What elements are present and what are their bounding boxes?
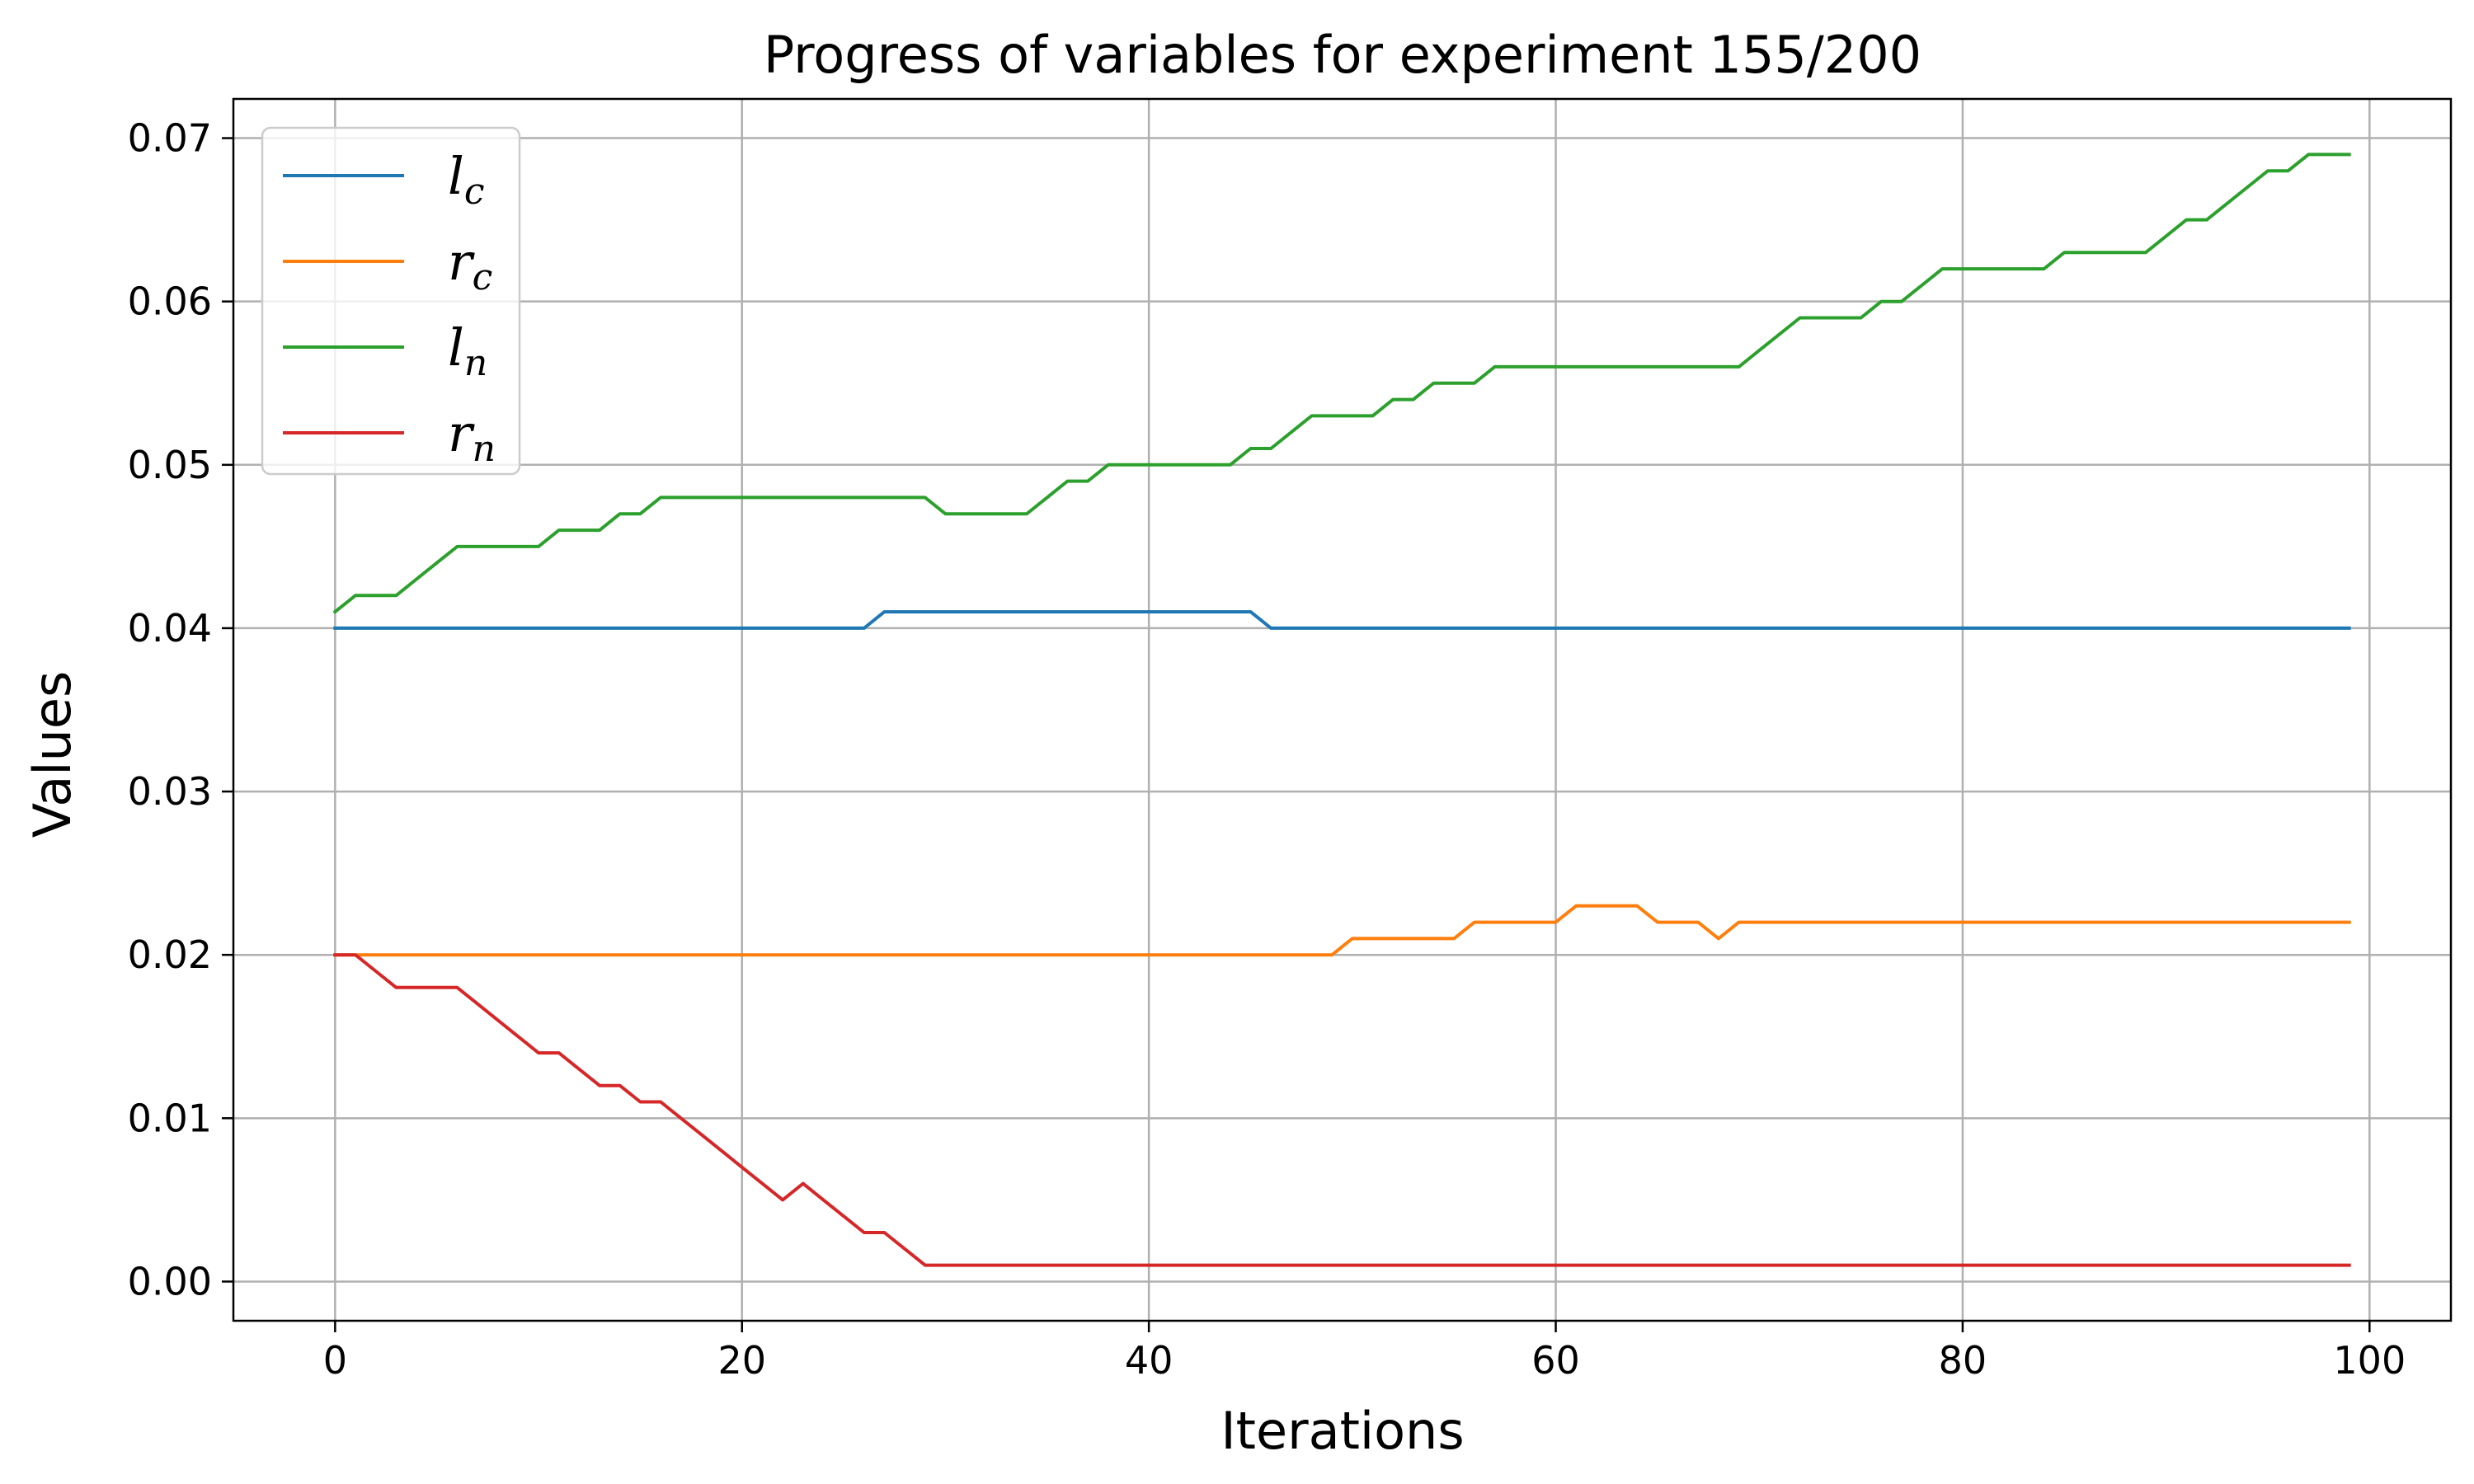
x-tick-label: 0 bbox=[323, 1338, 347, 1383]
y-tick-label: 0.05 bbox=[128, 443, 212, 487]
series-lines bbox=[332, 153, 2351, 1267]
legend: lc rc ln rn bbox=[261, 126, 521, 476]
series-line-r-n bbox=[333, 953, 2351, 1267]
y-tick-label: 0.00 bbox=[128, 1259, 212, 1303]
series-line-r-c bbox=[333, 904, 2351, 957]
y-axis-label: Values bbox=[22, 671, 82, 838]
x-tick-label: 60 bbox=[1531, 1338, 1580, 1383]
y-tick-label: 0.01 bbox=[128, 1096, 212, 1140]
legend-label-l-c: lc bbox=[448, 146, 485, 213]
y-tick-label: 0.04 bbox=[128, 606, 212, 650]
legend-label-r-c: rc bbox=[448, 232, 492, 298]
x-tick-label: 100 bbox=[2333, 1338, 2406, 1383]
chart-title: Progress of variables for experiment 155… bbox=[764, 25, 1921, 85]
axis-ticks: 0 20 40 60 80 100 0.00 0.01 0.02 0.03 0.04 0.05 0.06… bbox=[128, 116, 2406, 1383]
x-axis-label: Iterations bbox=[1221, 1401, 1464, 1461]
y-tick-label: 0.06 bbox=[128, 279, 212, 324]
series-line-l-c bbox=[333, 610, 2351, 630]
legend-label-l-n: ln bbox=[448, 317, 487, 384]
x-tick-label: 40 bbox=[1125, 1338, 1174, 1383]
y-tick-label: 0.03 bbox=[128, 769, 212, 814]
legend-label-r-n: rn bbox=[448, 403, 496, 470]
legend-box bbox=[261, 126, 521, 476]
x-tick-label: 80 bbox=[1939, 1338, 1987, 1383]
series-line-l-n bbox=[332, 153, 2351, 614]
x-tick-label: 20 bbox=[717, 1338, 766, 1383]
plot-frame bbox=[232, 97, 2453, 1322]
y-tick-label: 0.07 bbox=[128, 116, 212, 161]
y-tick-label: 0.02 bbox=[128, 932, 212, 977]
